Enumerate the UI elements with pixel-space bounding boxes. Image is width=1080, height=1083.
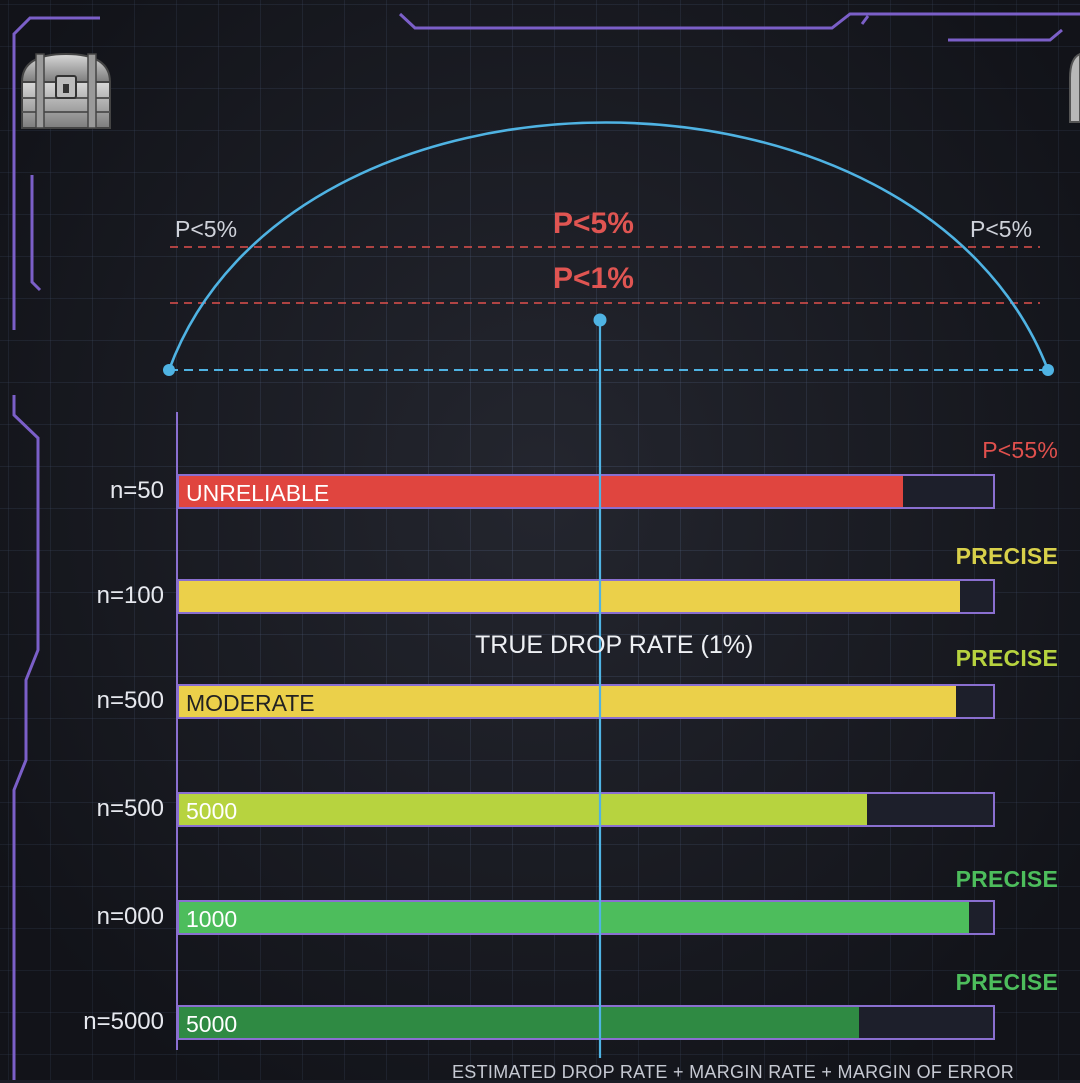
bar-label: 5000 [186,798,238,824]
reference-point [593,313,607,327]
bar-track: 5000 [177,1005,995,1040]
bar: 5000 [179,794,867,825]
status-label: PRECISE [955,543,1058,569]
status-label: PRECISE [955,866,1058,892]
treasure-chest-icon-right [1069,52,1080,123]
bar: 5000 [179,1007,859,1038]
arc-right-point [1042,364,1054,376]
row-label: n=500 [96,687,164,714]
arc-left-point [163,364,175,376]
bar-track: 1000 [177,900,995,935]
status-label: PRECISE [955,969,1058,995]
bar: MODERATE [179,686,956,717]
row-label: n=50 [109,477,164,504]
center-label-1pct: P<1% [553,262,634,295]
bar: 1000 [179,902,969,933]
bar-label: MODERATE [186,690,315,716]
row-label: n=500 [96,795,164,822]
reference-line-label: TRUE DROP RATE (1%) [475,631,754,659]
row-label: n=000 [96,903,164,930]
bar-label: 5000 [186,1011,238,1037]
treasure-chest-icon [20,52,112,129]
bar-label: UNRELIABLE [186,480,330,506]
bar-track: MODERATE [177,684,995,719]
row-label: n=5000 [83,1008,164,1035]
side-label-right: P<5% [970,216,1033,242]
bar-track: 5000 [177,792,995,827]
bar-label: 1000 [186,906,238,932]
confidence-arc [167,121,1050,371]
bar: UNRELIABLE [179,476,903,507]
row-label: n=100 [96,582,164,609]
status-label: P<55% [982,437,1058,463]
x-axis-caption: ESTIMATED DROP RATE + MARGIN RATE + MARG… [452,1062,1015,1082]
status-label: PRECISE [955,645,1058,671]
bar-track [177,579,995,614]
bar [179,581,960,612]
side-label-left: P<5% [175,216,238,242]
bar-track: UNRELIABLE [177,474,995,509]
center-label-5pct: P<5% [553,207,634,240]
